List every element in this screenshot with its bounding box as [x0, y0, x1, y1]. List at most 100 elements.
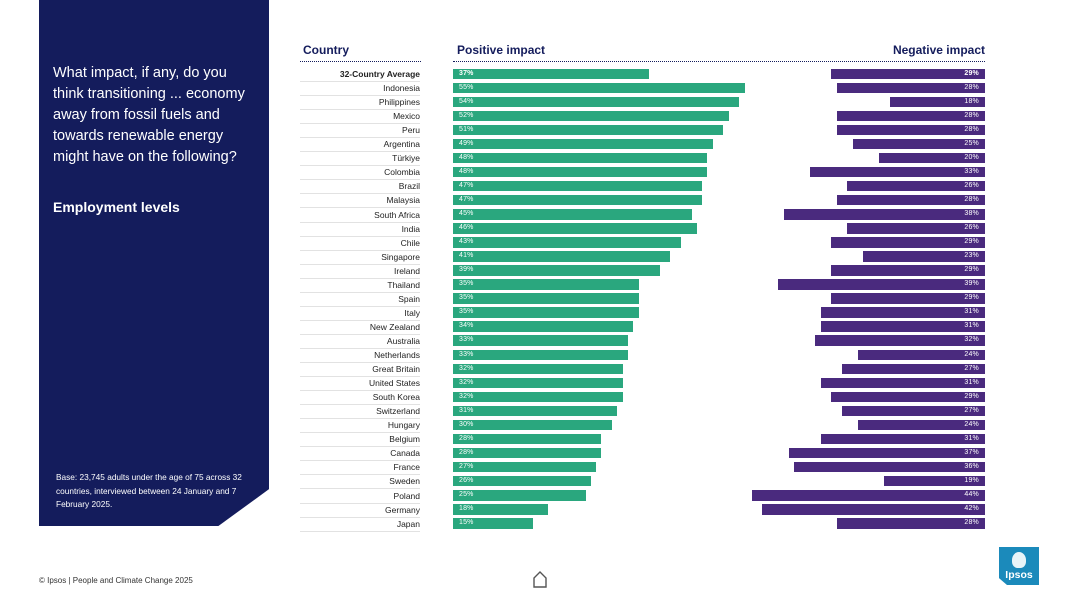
country-label-chile: Chile: [400, 237, 420, 248]
country-label-mexico: Mexico: [393, 111, 420, 122]
negative-bar-germany: [762, 504, 985, 515]
row-divider: [300, 165, 420, 167]
negative-value-canada: 37%: [964, 448, 979, 456]
positive-bar-great-britain: [453, 363, 623, 375]
negative-bar-south-africa: [783, 209, 985, 220]
positive-value-malaysia: 47%: [459, 195, 474, 203]
positive-bar-netherlands: [453, 349, 628, 360]
positive-value-canada: 28%: [459, 448, 474, 456]
positive-value-great-britain: 32%: [459, 364, 474, 372]
country-label-france: France: [393, 462, 420, 473]
negative-bar-argentina: [852, 138, 985, 150]
country-label-great-britain: Great Britain: [372, 364, 420, 375]
country-label-switzerland: Switzerland: [376, 406, 420, 417]
row-divider: [300, 446, 420, 448]
positive-bar-south-korea: [453, 391, 623, 403]
country-label-spain: Spain: [398, 293, 420, 304]
country-label-netherlands: Netherlands: [374, 350, 420, 360]
row-divider: [300, 151, 420, 153]
positive-bar-ireland: [453, 265, 660, 276]
base-note: Base: 23,745 adults under the age of 75 …: [56, 472, 242, 509]
negative-bar-singapore: [863, 251, 985, 262]
negative-bar-indonesia: [836, 82, 985, 94]
positive-bar-hungary: [453, 419, 612, 431]
positive-bar-thailand: [453, 279, 639, 290]
row-divider: [300, 207, 420, 209]
positive-value-australia: 33%: [459, 336, 474, 344]
positive-value-italy: 35%: [459, 308, 474, 316]
negative-value-netherlands: 24%: [964, 350, 979, 358]
home-icon[interactable]: [531, 569, 549, 589]
negative-value-ireland: 29%: [964, 266, 979, 274]
positive-bar-sweden: [453, 475, 591, 487]
negative-bar-sweden: [884, 475, 985, 487]
country-label-ireland: Ireland: [394, 265, 420, 276]
positive-bar-india: [453, 223, 697, 234]
positive-bar-32-country-average: [453, 68, 650, 79]
country-label-australia: Australia: [386, 335, 420, 346]
row-divider: [300, 319, 420, 321]
positive-value-32-country-average: 37%: [459, 69, 474, 77]
row-divider: [300, 263, 420, 265]
row-divider: [300, 432, 420, 434]
negative-bar-new-zealand: [820, 321, 985, 332]
negative-value-peru: 28%: [964, 125, 979, 133]
positive-bar-germany: [453, 504, 549, 515]
negative-value-india: 26%: [964, 224, 979, 232]
country-label-t-rkiye: Türkiye: [392, 153, 420, 164]
negative-bar-thailand: [778, 279, 985, 290]
row-divider: [300, 502, 420, 504]
positive-value-india: 46%: [459, 224, 474, 232]
country-label-peru: Peru: [402, 125, 420, 136]
question-text: What impact, if any, do you think transi…: [53, 65, 245, 165]
positive-value-argentina: 49%: [459, 139, 474, 147]
negative-value-32-country-average: 29%: [964, 69, 979, 77]
country-label-italy: Italy: [404, 307, 420, 318]
country-label-belgium: Belgium: [389, 434, 420, 445]
row-divider: [300, 123, 420, 125]
negative-bar-france: [794, 461, 985, 473]
positive-bar-singapore: [453, 251, 671, 262]
positive-value-indonesia: 55%: [459, 83, 474, 91]
country-label-south-korea: South Korea: [372, 392, 420, 403]
negative-value-great-britain: 27%: [964, 364, 979, 372]
country-label-poland: Poland: [393, 490, 420, 501]
negative-value-sweden: 19%: [964, 476, 979, 484]
country-label-thailand: Thailand: [387, 279, 420, 290]
negative-value-indonesia: 28%: [964, 83, 979, 91]
positive-value-japan: 15%: [459, 519, 474, 527]
positive-value-switzerland: 31%: [459, 406, 474, 414]
negative-bar-south-korea: [831, 391, 985, 403]
positive-bar-brazil: [453, 180, 703, 192]
positive-value-united-states: 32%: [459, 378, 474, 386]
positive-bar-t-rkiye: [453, 152, 708, 164]
negative-value-united-states: 31%: [964, 378, 979, 386]
question-panel: [39, 0, 269, 526]
row-divider: [300, 333, 420, 335]
negative-bar-canada: [788, 447, 985, 459]
positive-value-philippines: 54%: [459, 97, 474, 105]
positive-bar-united-states: [453, 377, 623, 389]
country-label-india: India: [401, 223, 420, 234]
negative-value-south-korea: 29%: [964, 392, 979, 400]
country-label-32-country-average: 32-Country Average: [339, 69, 420, 79]
negative-value-colombia: 33%: [964, 167, 979, 175]
country-label-japan: Japan: [396, 518, 420, 529]
row-divider: [300, 109, 420, 111]
row-divider: [300, 460, 420, 462]
positive-value-poland: 25%: [459, 491, 474, 498]
negative-value-t-rkiye: 20%: [964, 153, 979, 161]
negative-bar-32-country-average: [831, 68, 985, 79]
positive-bar-chile: [453, 237, 681, 248]
country-label-philippines: Philippines: [378, 97, 420, 108]
row-divider: [300, 291, 420, 293]
positive-bar-peru: [453, 124, 724, 136]
negative-value-malaysia: 28%: [964, 195, 979, 203]
positive-value-sweden: 26%: [459, 476, 474, 484]
country-label-south-africa: South Africa: [374, 209, 420, 220]
row-divider: [300, 305, 420, 307]
logo-mark-icon: [1012, 552, 1026, 568]
positive-bar-italy: [453, 307, 639, 318]
country-label-hungary: Hungary: [387, 420, 420, 431]
positive-value-south-korea: 32%: [459, 392, 474, 400]
